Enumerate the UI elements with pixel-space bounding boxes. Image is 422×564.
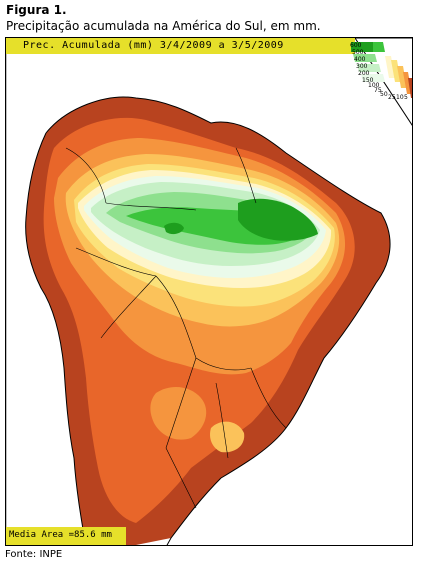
legend-label-200: 200	[358, 70, 370, 77]
legend-label-150: 150	[362, 77, 374, 84]
legend-label-5: 5	[404, 94, 408, 101]
header-band: Prec. Acumulada (mm) 3/4/2009 a 3/5/2009	[6, 38, 355, 54]
legend-label-50: 50	[380, 91, 388, 98]
legend-label-25: 25	[388, 94, 396, 101]
figure-label: Figura 1.	[6, 3, 67, 17]
country-borders	[65, 147, 287, 509]
west-coastline	[25, 132, 87, 545]
figure-caption: Precipitação acumulada na América do Sul…	[6, 19, 321, 33]
map-header: Prec. Acumulada (mm) 3/4/2009 a 3/5/2009	[23, 40, 284, 51]
legend-label-500: 500	[352, 49, 364, 56]
legend-label-300: 300	[356, 63, 368, 70]
zone-south-light-orange	[210, 421, 245, 453]
coastline	[45, 96, 391, 545]
legend-label-100: 100	[368, 82, 380, 89]
legend-label-600: 600	[350, 42, 362, 49]
legend-label-10: 10	[396, 94, 404, 101]
mean-area-text: Media Area =85.6 mm	[9, 530, 112, 540]
mean-area-band: Media Area =85.6 mm	[6, 527, 126, 545]
legend-color-scale	[351, 42, 412, 98]
zone-south-orange	[150, 386, 207, 440]
source-note: Fonte: INPE	[5, 549, 63, 560]
precipitation-map: Prec. Acumulada (mm) 3/4/2009 a 3/5/2009…	[5, 37, 413, 546]
legend-label-75: 75	[374, 87, 382, 94]
legend-label-400: 400	[354, 56, 366, 63]
zone-dark-green-2	[164, 222, 184, 235]
zone-dark-green	[238, 198, 318, 241]
map-corner-line	[354, 38, 412, 126]
map-graphic	[6, 38, 412, 545]
